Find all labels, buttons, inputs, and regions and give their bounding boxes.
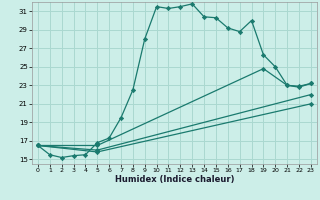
X-axis label: Humidex (Indice chaleur): Humidex (Indice chaleur) — [115, 175, 234, 184]
